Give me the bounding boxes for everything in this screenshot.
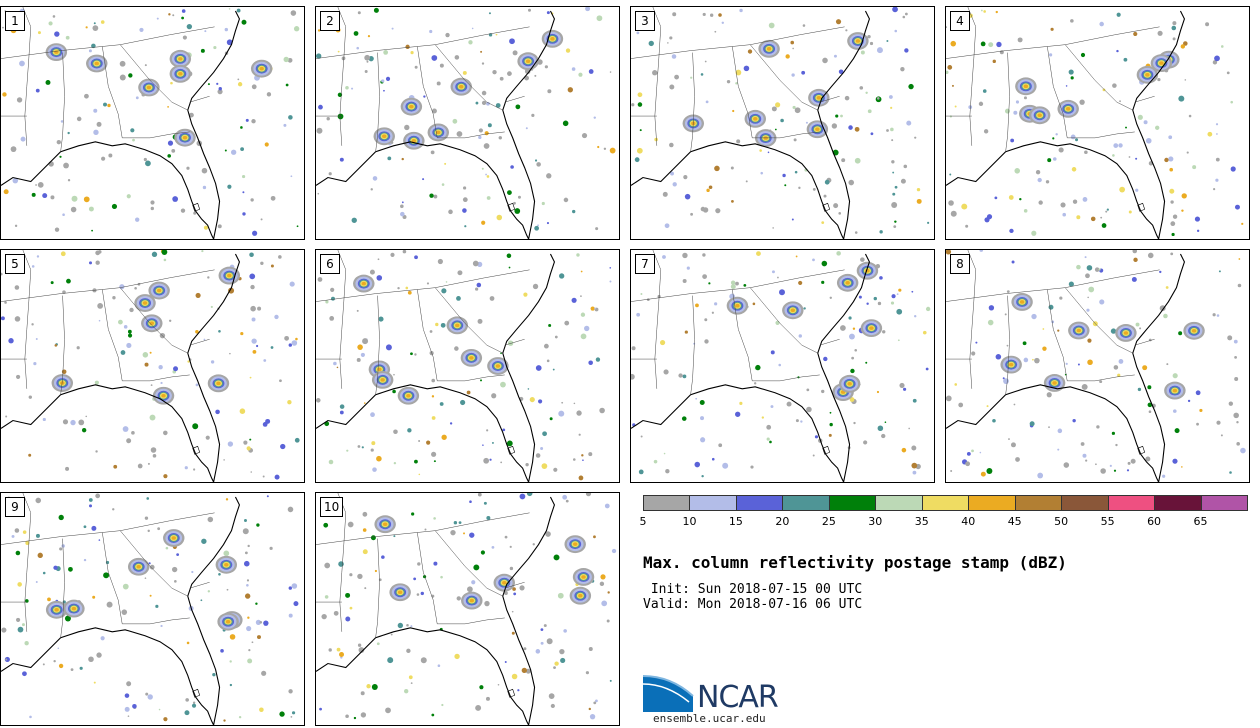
colorbar-segment: [1107, 495, 1156, 511]
colorbar-tick-label: 55: [1100, 515, 1115, 528]
member-panel-7: 7: [630, 249, 935, 483]
colorbar-tick-label: 35: [914, 515, 929, 528]
reflectivity-map: [946, 7, 1244, 239]
member-label: 5: [5, 254, 25, 274]
reflectivity-map: [316, 7, 616, 239]
member-label: 1: [5, 11, 25, 31]
colorbar-segment: [1014, 495, 1063, 511]
colorbar-segment: [643, 495, 691, 511]
colorbar-tick-label: 60: [1147, 515, 1162, 528]
colorbar-segment: [875, 495, 923, 511]
colorbar-ticks: 5 10 15 20 25 30 35 40 45 50 55 60 65: [639, 515, 1247, 529]
colorbar-tick-label: 40: [961, 515, 976, 528]
colorbar-tick-label: 30: [868, 515, 883, 528]
colorbar-segment: [1061, 495, 1109, 511]
member-panel-5: 5: [0, 249, 305, 483]
colorbar-tick-label: 65: [1193, 515, 1208, 528]
member-panel-1: 1: [0, 6, 305, 240]
colorbar-tick-label: 25: [821, 515, 836, 528]
valid-time: Valid: Mon 2018-07-16 06 UTC: [643, 597, 863, 612]
reflectivity-map: [1, 250, 300, 482]
reflectivity-map: [631, 250, 931, 482]
member-label: 8: [950, 254, 970, 274]
member-panel-2: 2: [315, 6, 620, 240]
member-label: 7: [635, 254, 655, 274]
colorbar-tick-label: 5: [639, 515, 647, 528]
member-label: 3: [635, 11, 655, 31]
member-panel-10: 10: [315, 492, 620, 726]
member-panel-3: 3: [630, 6, 935, 240]
member-label: 2: [320, 11, 340, 31]
logo-name: NCAR: [697, 680, 779, 715]
ncar-logo-icon: [643, 675, 694, 712]
colorbar-tick-label: 50: [1054, 515, 1069, 528]
member-label: 10: [320, 497, 344, 517]
colorbar-tick-label: 15: [728, 515, 743, 528]
reflectivity-map: [316, 493, 617, 725]
member-panel-8: 8: [945, 249, 1250, 483]
colorbar-tick-label: 20: [775, 515, 790, 528]
member-panel-4: 4: [945, 6, 1250, 240]
reflectivity-map: [1, 7, 300, 239]
colorbar-segment: [921, 495, 970, 511]
colorbar-segment: [1154, 495, 1202, 511]
colorbar-segment: [782, 495, 830, 511]
colorbar-segment: [1200, 495, 1248, 511]
colorbar-segment: [828, 495, 877, 511]
colorbar-tick-label: 45: [1007, 515, 1022, 528]
colorbar-segment: [735, 495, 784, 511]
colorbar-tick-label: 10: [682, 515, 697, 528]
member-label: 4: [950, 11, 970, 31]
reflectivity-map: [631, 7, 930, 239]
reflectivity-map: [316, 250, 612, 482]
member-panel-6: 6: [315, 249, 620, 483]
member-panel-9: 9: [0, 492, 305, 726]
init-time: Init: Sun 2018-07-15 00 UTC: [643, 582, 863, 597]
colorbar: [643, 495, 1248, 511]
member-label: 6: [320, 254, 340, 274]
logo-url: ensemble.ucar.edu: [653, 712, 766, 725]
member-label: 9: [5, 497, 25, 517]
colorbar-segment: [689, 495, 737, 511]
figure-title: Max. column reflectivity postage stamp (…: [643, 553, 1067, 572]
colorbar-segment: [968, 495, 1016, 511]
reflectivity-map: [1, 493, 299, 725]
reflectivity-map: [946, 250, 1246, 482]
